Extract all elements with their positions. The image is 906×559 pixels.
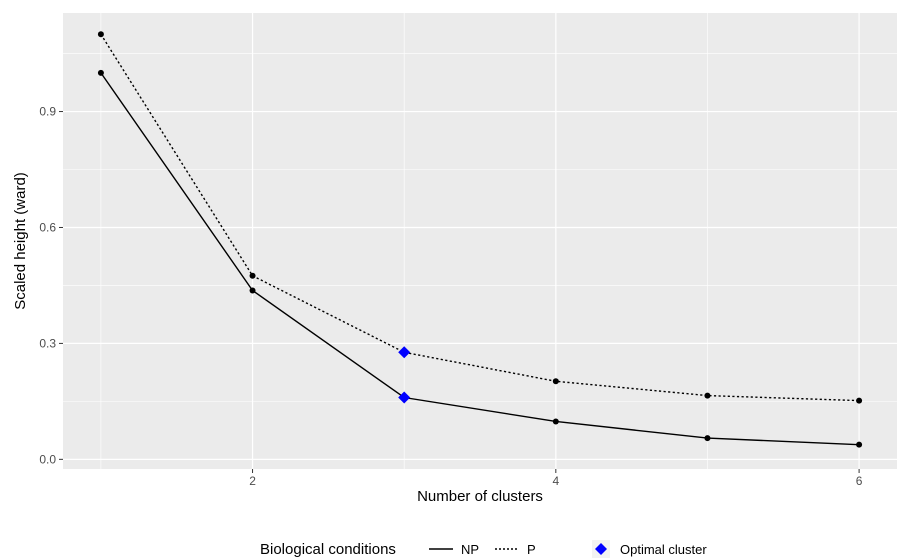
data-point-np — [704, 435, 711, 442]
optimal-layer — [398, 346, 411, 404]
optimal-marker-p — [398, 346, 411, 359]
series-layer — [100, 33, 860, 446]
legend-label-np: NP — [461, 542, 479, 557]
data-point-p — [97, 31, 104, 38]
y-tick-label: 0.9 — [39, 105, 56, 119]
data-point-np — [97, 69, 104, 76]
data-point-np — [552, 418, 559, 425]
data-point-p — [552, 378, 559, 385]
legend: Biological conditions NP P Optimal clust… — [260, 540, 707, 558]
y-tick-label: 0.0 — [39, 452, 56, 466]
plot-panel — [63, 13, 897, 469]
legend-key-optimal-diamond — [595, 543, 607, 555]
grid-minor — [63, 13, 897, 469]
data-point-p — [249, 272, 256, 279]
x-axis-title: Number of clusters — [417, 488, 543, 505]
data-point-np — [856, 441, 863, 448]
y-tick-label: 0.6 — [39, 220, 56, 234]
x-tick-label: 2 — [249, 474, 256, 488]
legend-label-optimal: Optimal cluster — [620, 542, 707, 557]
series-line-np — [100, 72, 860, 446]
y-axis-title: Scaled height (ward) — [12, 172, 29, 310]
data-point-p — [856, 397, 863, 404]
y-axis-ticks: 0.0 0.3 0.6 0.9 — [39, 105, 63, 466]
data-point-p — [704, 392, 711, 399]
optimal-marker-np — [398, 391, 411, 404]
legend-label-p: P — [527, 542, 536, 557]
data-point-np — [249, 287, 256, 294]
x-axis-ticks: 2 4 6 — [249, 469, 863, 488]
y-tick-label: 0.3 — [39, 336, 56, 350]
grid-major — [63, 13, 897, 469]
x-tick-label: 4 — [552, 474, 559, 488]
series-line-p — [100, 33, 860, 402]
legend-title: Biological conditions — [260, 541, 396, 558]
x-tick-label: 6 — [856, 474, 863, 488]
